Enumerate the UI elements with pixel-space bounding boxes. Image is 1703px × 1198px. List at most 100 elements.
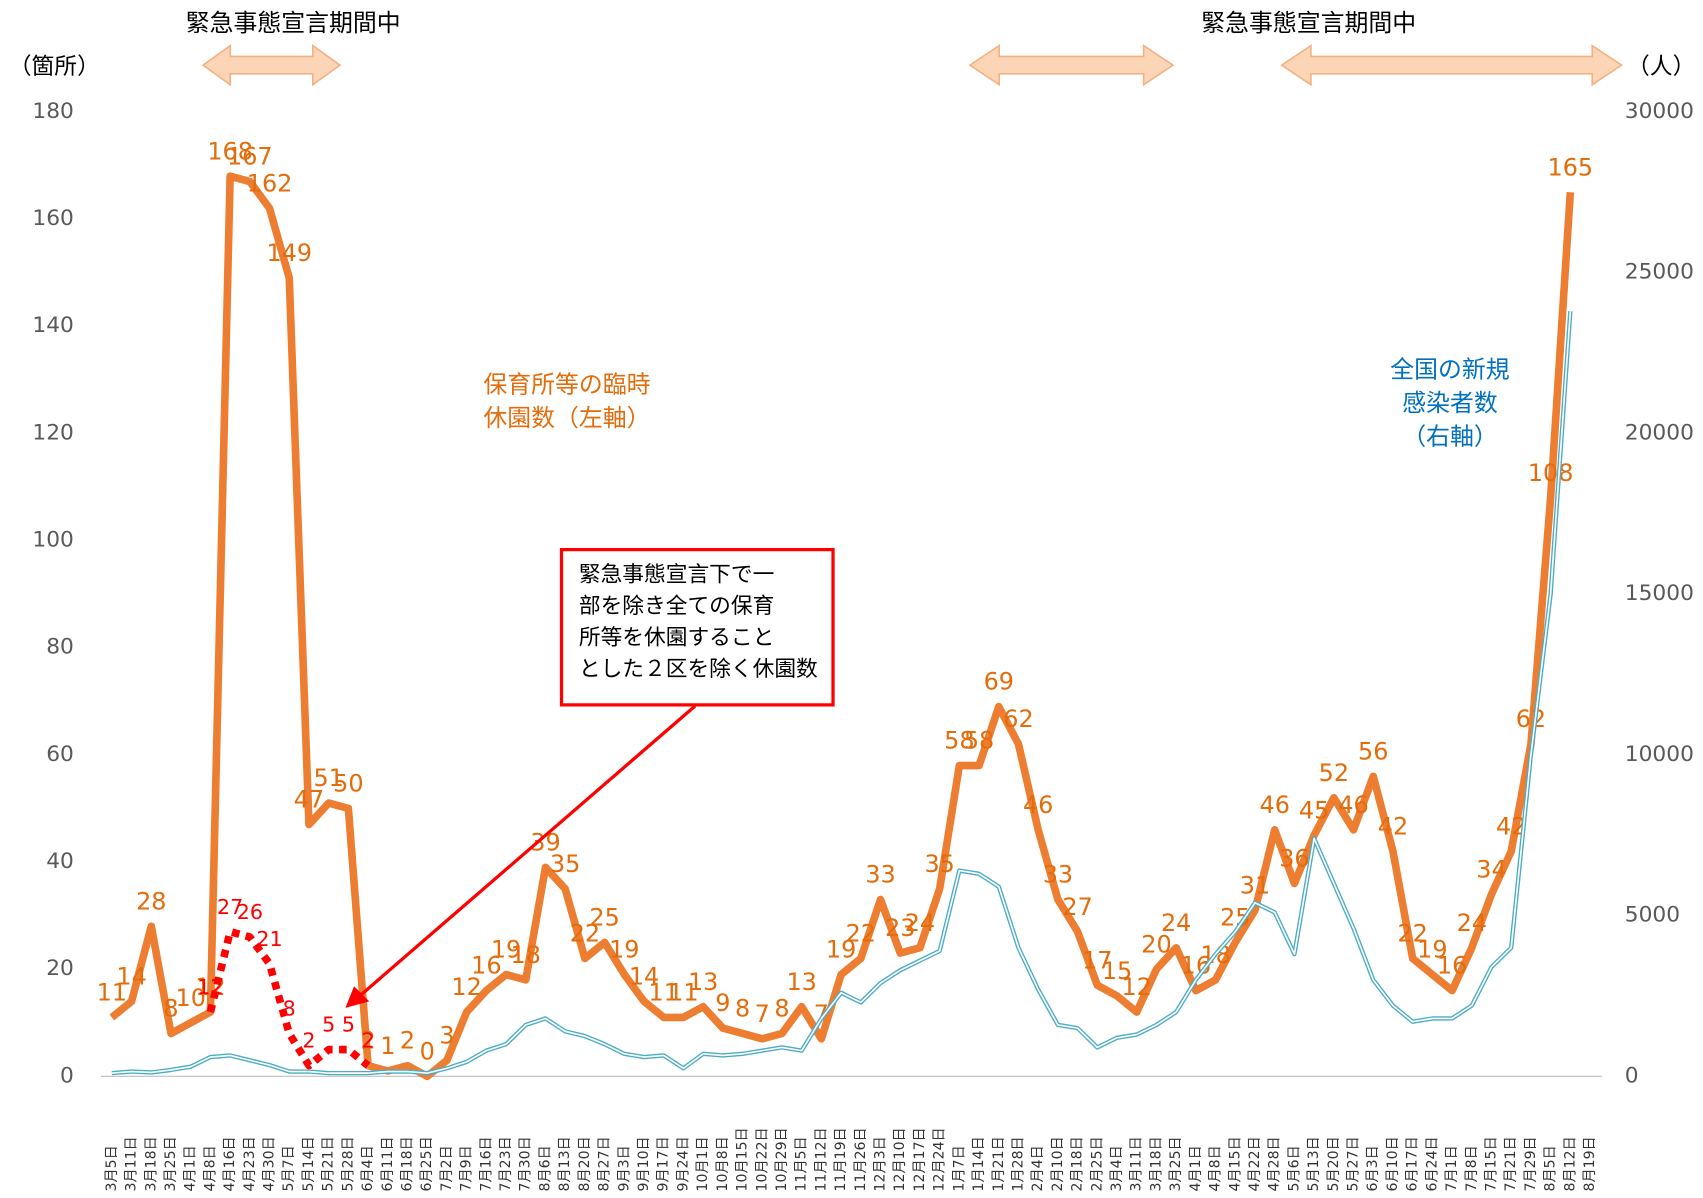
data-label: 8 — [163, 995, 178, 1023]
x-tick-label: 7月2日 — [439, 1145, 455, 1191]
y-tick-label: 160 — [32, 206, 73, 231]
data-label: 1 — [380, 1032, 395, 1060]
x-tick-label: 4月22日 — [1247, 1136, 1263, 1191]
callout-arrow — [357, 704, 697, 999]
data-label: 35 — [550, 850, 580, 878]
x-tick-label: 3月11日 — [1129, 1136, 1145, 1191]
x-tick-label: 9月10日 — [636, 1136, 652, 1191]
series-line-inner — [111, 311, 1572, 1074]
y-tick-label: 100 — [32, 528, 73, 553]
data-label: 27 — [217, 895, 243, 919]
data-label: 19 — [491, 936, 521, 964]
plot-area: 0204060801001201401601800500010000150002… — [32, 99, 1694, 1192]
x-tick-label: 1月14日 — [971, 1136, 987, 1191]
period-arrows — [201, 44, 1624, 87]
x-tick-label: 7月9日 — [459, 1145, 475, 1191]
x-tick-label: 5月27日 — [1346, 1136, 1362, 1191]
x-tick-label: 4月8日 — [202, 1145, 218, 1191]
data-label: 46 — [1023, 791, 1053, 819]
data-label: 8 — [735, 995, 750, 1023]
data-label: 108 — [1528, 459, 1574, 487]
y-tick-label: 40 — [46, 849, 74, 874]
data-label: 12 — [1122, 973, 1152, 1001]
data-label: 69 — [984, 668, 1014, 696]
x-tick-label: 9月17日 — [656, 1136, 672, 1191]
x-tick-label: 7月16日 — [478, 1136, 494, 1191]
data-label: 18 — [511, 941, 541, 969]
data-label: 16 — [471, 952, 501, 980]
data-label: 58 — [944, 727, 974, 755]
data-label: 3 — [439, 1021, 454, 1049]
series-label: 全国の新規 — [1390, 355, 1510, 383]
x-tick-label: 10月15日 — [735, 1127, 751, 1191]
data-label: 13 — [786, 968, 816, 996]
x-tick-label: 6月25日 — [419, 1136, 435, 1191]
x-tick-label: 10月29日 — [774, 1127, 790, 1191]
x-tick-label: 11月5日 — [794, 1136, 810, 1191]
data-label: 20 — [1141, 930, 1171, 958]
x-tick-label: 7月23日 — [498, 1136, 514, 1191]
x-tick-label: 3月25日 — [163, 1136, 179, 1191]
y2-tick-label: 10000 — [1625, 742, 1694, 767]
data-label: 11 — [668, 979, 698, 1007]
x-tick-label: 12月10日 — [892, 1127, 908, 1191]
data-label: 33 — [865, 861, 895, 889]
data-label: 2 — [362, 1029, 375, 1053]
data-label: 45 — [1299, 796, 1329, 824]
data-label: 62 — [1516, 705, 1546, 733]
x-tick-label: 5月20日 — [1326, 1136, 1342, 1191]
data-label: 24 — [1457, 909, 1487, 937]
series-label: （右軸） — [1402, 423, 1498, 451]
data-label: 11 — [649, 979, 679, 1007]
x-tick-label: 6月24日 — [1424, 1136, 1440, 1191]
x-tick-label: 11月12日 — [813, 1127, 829, 1191]
x-tick-label: 9月3日 — [616, 1145, 632, 1191]
x-tick-label: 10月8日 — [715, 1136, 731, 1191]
data-label: 167 — [227, 143, 273, 171]
data-label: 165 — [1548, 153, 1594, 181]
y-tick-label: 180 — [32, 99, 73, 124]
data-label: 46 — [1260, 791, 1290, 819]
x-tick-label: 3月5日 — [104, 1145, 120, 1191]
data-label: 47 — [294, 786, 324, 814]
data-label: 62 — [1003, 705, 1033, 733]
data-label: 162 — [247, 169, 293, 197]
x-tick-label: 3月11日 — [124, 1136, 140, 1191]
y-tick-label: 20 — [46, 956, 74, 981]
data-label: 58 — [964, 727, 994, 755]
data-label: 25 — [589, 903, 619, 931]
y2-tick-label: 15000 — [1625, 581, 1694, 606]
x-tick-label: 5月7日 — [281, 1145, 297, 1191]
x-tick-label: 8月13日 — [557, 1136, 573, 1191]
header-annotation: 緊急事態宣言期間中 — [1201, 9, 1416, 37]
x-tick-label: 2月18日 — [1070, 1136, 1086, 1191]
x-tick-label: 8月5日 — [1543, 1145, 1559, 1191]
y2-tick-label: 0 — [1625, 1063, 1639, 1088]
header-annotation: 緊急事態宣言期間中 — [186, 9, 401, 37]
data-label: 46 — [1338, 791, 1368, 819]
y2-tick-label: 25000 — [1625, 260, 1694, 285]
data-label: 17 — [1082, 946, 1112, 974]
x-tick-label: 5月13日 — [1306, 1136, 1322, 1191]
x-tick-label: 4月15日 — [1227, 1136, 1243, 1191]
data-label: 26 — [237, 900, 263, 924]
data-label: 12 — [451, 973, 481, 1001]
data-label: 24 — [1161, 909, 1191, 937]
x-tick-label: 5月28日 — [340, 1136, 356, 1191]
data-label: 13 — [688, 968, 718, 996]
data-label: 35 — [924, 850, 954, 878]
x-tick-label: 12月17日 — [912, 1127, 928, 1191]
data-label: 19 — [826, 936, 856, 964]
data-label: 14 — [116, 962, 146, 990]
y-tick-label: 140 — [32, 313, 73, 338]
data-label: 0 — [420, 1037, 435, 1065]
series-label: 保育所等の臨時 — [483, 371, 650, 399]
x-tick-label: 8月12日 — [1562, 1136, 1578, 1191]
x-tick-label: 6月11日 — [380, 1136, 396, 1191]
series-line — [206, 927, 371, 1070]
data-label: 50 — [333, 770, 363, 798]
x-tick-label: 7月21日 — [1503, 1136, 1519, 1191]
x-tick-label: 5月14日 — [301, 1136, 317, 1191]
data-label: 22 — [846, 920, 876, 948]
data-label: 27 — [1062, 893, 1092, 921]
